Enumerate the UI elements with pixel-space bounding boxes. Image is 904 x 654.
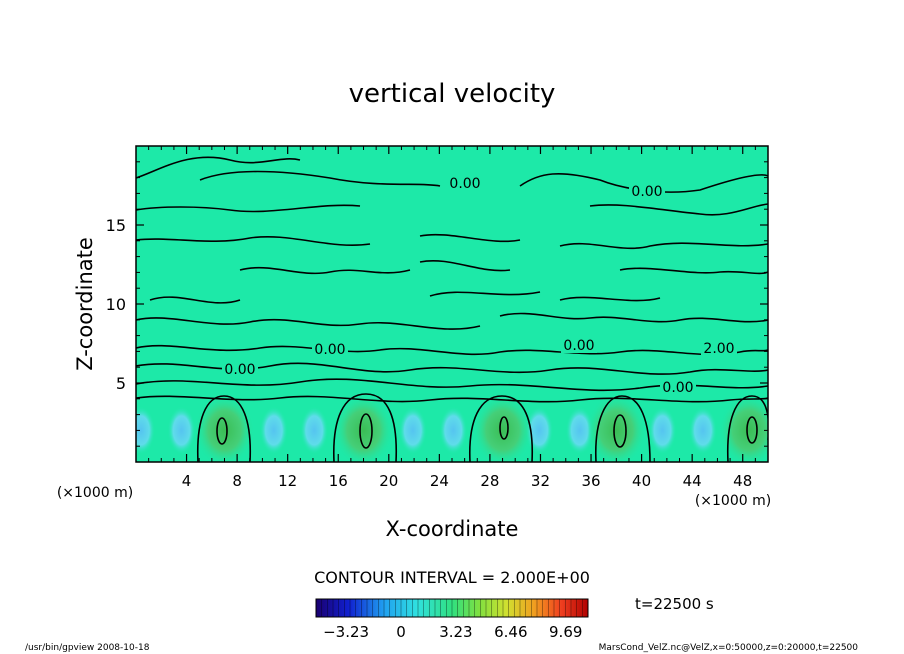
x-unit-right: (×1000 m) [695, 493, 771, 509]
contour-label: 0.00 [662, 380, 693, 396]
contour-label: 0.00 [631, 184, 662, 200]
updraft-region [719, 394, 768, 462]
x-tick-label: 32 [531, 472, 550, 490]
downdraft-region [565, 406, 594, 455]
field-blobs [136, 394, 768, 462]
y-tick-label: 5 [116, 374, 126, 393]
downdraft-region [398, 406, 427, 455]
y-axis-label: Z-coordinate [73, 237, 97, 371]
contour-label-bg [447, 177, 483, 191]
footer-left: /usr/bin/gpview 2008-10-18 [25, 643, 150, 653]
x-tick-label: 8 [232, 472, 242, 490]
x-tick-label: 48 [733, 472, 752, 490]
colorbar-tick-label: 9.69 [549, 623, 582, 641]
footer-right: MarsCond_VelZ.nc@VelZ,x=0:50000,z=0:2000… [599, 643, 859, 653]
x-tick-label: 28 [480, 472, 499, 490]
y-axis: 5 10 15 [106, 161, 768, 447]
contour-label-bg [660, 381, 696, 395]
downdraft-region [259, 406, 288, 455]
colorbar-tick-label: 0 [396, 623, 406, 641]
updraft-region [194, 394, 255, 462]
downdraft-region [300, 406, 329, 455]
colorbar-ticks: −3.23 0 3.23 6.46 9.69 [315, 599, 589, 641]
colorbar-tick-label: 3.23 [439, 623, 472, 641]
x-tick-label: 4 [182, 472, 192, 490]
x-axis-label: X-coordinate [386, 517, 519, 541]
plot-area: 0.00 0.00 0.00 0.00 0.00 2.00 0.00 [136, 146, 768, 462]
x-tick-label: 24 [430, 472, 449, 490]
contour-labels: 0.00 0.00 0.00 0.00 0.00 2.00 0.00 [222, 176, 737, 396]
x-tick-label: 36 [581, 472, 600, 490]
colorbar-tick-label: −3.23 [323, 623, 369, 641]
contour-label-bg [629, 185, 665, 199]
x-unit-left: (×1000 m) [57, 485, 133, 501]
contour-label-bg [312, 343, 348, 357]
downdraft-region [648, 406, 677, 455]
contour-label: 2.00 [703, 341, 734, 357]
x-tick-label: 44 [683, 472, 702, 490]
x-tick-label: 40 [632, 472, 651, 490]
time-label: t=22500 s [635, 595, 714, 613]
x-tick-label: 20 [379, 472, 398, 490]
contour-label: 0.00 [449, 176, 480, 192]
contour-interval-label: CONTOUR INTERVAL = 2.000E+00 [314, 568, 590, 587]
x-axis: 4 8 12 16 20 24 28 32 36 40 44 48 [148, 146, 756, 490]
contour-label-bg [701, 342, 737, 356]
downdraft-region [439, 406, 468, 455]
contour-label-bg [561, 339, 597, 353]
contour-label: 0.00 [563, 338, 594, 354]
chart-title: vertical velocity [349, 79, 556, 109]
downdraft-region [136, 406, 156, 455]
y-tick-label: 15 [106, 216, 126, 235]
y-tick-label: 10 [106, 295, 126, 314]
x-tick-label: 16 [329, 472, 348, 490]
contour-label: 0.00 [224, 362, 255, 378]
contour-label-bg [222, 363, 258, 377]
x-tick-label: 12 [278, 472, 297, 490]
contour-label: 0.00 [314, 342, 345, 358]
updraft-region [472, 394, 533, 462]
downdraft-region [167, 406, 196, 455]
updraft-region [333, 394, 394, 462]
updraft-region [586, 394, 647, 462]
colorbar-tick-label: 6.46 [494, 623, 527, 641]
downdraft-region [688, 406, 717, 455]
